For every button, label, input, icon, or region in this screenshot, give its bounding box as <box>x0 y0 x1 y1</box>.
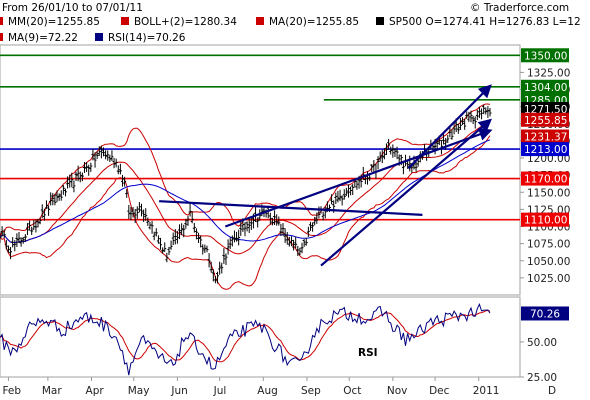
trendline-2 <box>224 128 493 228</box>
legend-swatch-ma9 <box>0 33 3 41</box>
ma50-line <box>0 139 491 244</box>
rsi-line <box>0 302 491 376</box>
level-box-label-4: 1255.85 <box>524 115 567 127</box>
x-tick-label: Dec <box>429 385 450 397</box>
level-box-3 <box>521 102 569 117</box>
x-tick-label: 2011 <box>473 385 500 397</box>
legend-swatch-boll <box>121 17 129 25</box>
legend-mm20: MM(20)=1255.85 <box>8 16 100 28</box>
level-box-5 <box>521 129 569 144</box>
trendline-0 <box>320 118 493 267</box>
watermark-text: © Traderforce.com <box>470 2 569 14</box>
rsi-value-label: 70.26 <box>530 308 560 320</box>
rsi-value-box <box>521 306 569 321</box>
legend-sp500: SP500 O=1274.41 H=1276.83 L=12 <box>389 16 581 28</box>
level-box-label-8: 1110.00 <box>524 215 567 227</box>
level-box-8 <box>521 212 569 227</box>
x-tick-label: Feb <box>2 385 21 397</box>
y-tick-label: 1150.00 <box>527 187 570 199</box>
legend-boll: BOLL+(2)=1280.34 <box>134 16 237 28</box>
x-tick-label: D <box>548 385 556 397</box>
x-tick-label: Mar <box>42 385 62 397</box>
x-tick-label: Oct <box>343 385 361 397</box>
trendline-3 <box>159 200 423 216</box>
x-tick-label: Jun <box>170 385 187 397</box>
x-tick-label: Nov <box>387 385 408 397</box>
rsi-y-tick-label: 50.00 <box>527 337 557 349</box>
level-box-label-7: 1170.00 <box>524 174 567 186</box>
rsi-panel-frame <box>0 296 521 378</box>
y-tick-label: 1325.00 <box>527 67 570 79</box>
legend-ma9: MA(9)=72.22 <box>8 32 78 44</box>
y-tick-label: 1025.00 <box>527 273 570 285</box>
legend-ma20: MA(20)=1255.85 <box>269 16 359 28</box>
level-box-label-6: 1213.00 <box>524 144 567 156</box>
x-tick-label: May <box>128 385 150 397</box>
level-box-label-5: 1231.37 <box>524 132 567 144</box>
y-tick-label: 1075.00 <box>527 239 570 251</box>
legend-swatch-sp500 <box>376 17 384 25</box>
x-tick-label: Sep <box>301 385 321 397</box>
level-box-7 <box>521 171 569 186</box>
level-box-1 <box>521 79 569 94</box>
level-box-0 <box>521 48 569 63</box>
date-range-text: From 26/01/10 to 07/01/11 <box>2 2 143 14</box>
level-box-4 <box>521 112 569 127</box>
legend-swatch-mm20 <box>0 17 3 25</box>
x-tick-label: Jul <box>213 385 227 397</box>
level-box-6 <box>521 142 569 157</box>
legend-swatch-ma20 <box>256 17 264 25</box>
x-tick-label: Aug <box>257 385 278 397</box>
level-box-label-0: 1350.00 <box>524 50 567 62</box>
rsi-y-tick-label: 25.00 <box>527 372 557 384</box>
level-box-label-1: 1304.00 <box>524 82 567 94</box>
y-tick-label: 1050.00 <box>527 256 570 268</box>
rsi-annotation: RSI <box>358 347 378 359</box>
legend-rsi: RSI(14)=70.26 <box>108 32 186 44</box>
legend-swatch-rsi <box>95 33 103 41</box>
x-tick-label: Apr <box>86 385 105 397</box>
bollinger-lower-line <box>0 135 491 290</box>
